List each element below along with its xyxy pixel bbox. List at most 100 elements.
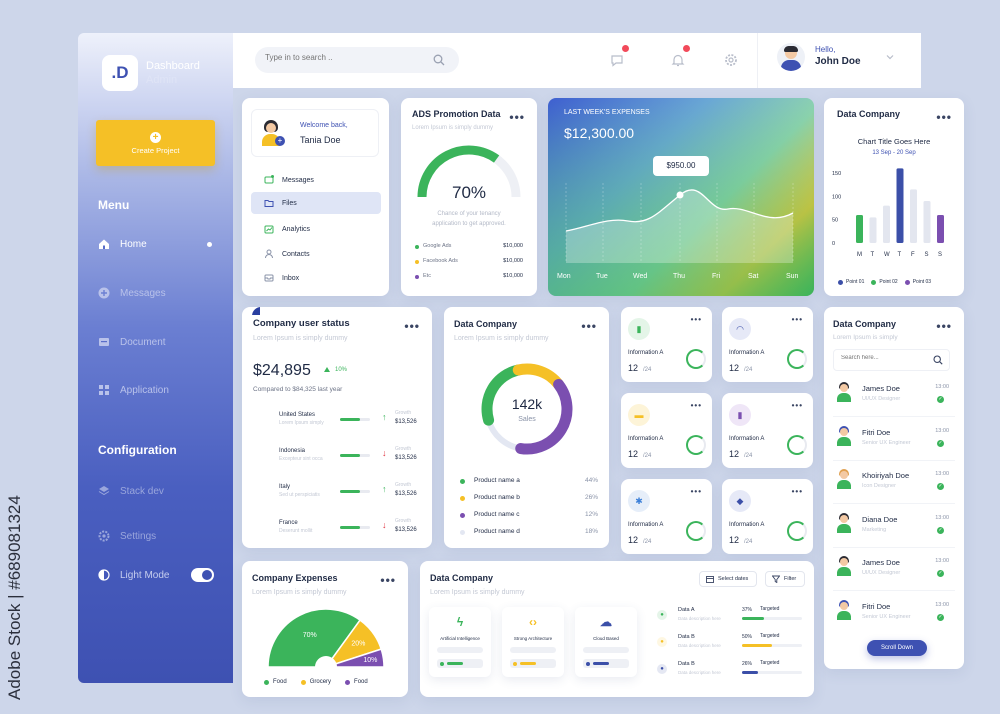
add-badge-icon[interactable]: + [275, 136, 285, 146]
y-tick-label: 0 [832, 241, 835, 247]
create-project-button[interactable]: + Create Project [96, 120, 215, 166]
divider [833, 459, 955, 461]
sidebar-item-document[interactable]: Document [98, 336, 166, 348]
bar[interactable] [856, 215, 863, 243]
more-options-icon[interactable]: ••• [509, 110, 525, 124]
sidebar-item-label: Settings [120, 530, 157, 542]
info-card[interactable]: ••• ▮ Information A 12/24 [722, 393, 813, 468]
sidebar-item-stack-dev[interactable]: Stack dev [98, 485, 164, 497]
gear-icon[interactable] [724, 53, 738, 67]
info-card[interactable]: ••• ▬ Information A 12/24 [621, 393, 712, 468]
more-options-icon[interactable]: ••• [936, 319, 952, 333]
profile-card: + Welcome back, Tania Doe Messages Files… [242, 98, 389, 296]
info-card[interactable]: ••• ▮ Information A 12/24 [621, 307, 712, 382]
pie-slice[interactable] [267, 608, 362, 668]
progress-ring [686, 349, 706, 369]
scroll-down-button[interactable]: Scroll Down [867, 640, 927, 656]
more-options-icon[interactable]: ••• [380, 573, 396, 587]
more-options-icon[interactable]: ••• [791, 401, 803, 410]
logo[interactable]: .D [102, 55, 138, 91]
donut-segment[interactable] [485, 417, 524, 452]
bell-icon[interactable] [671, 53, 685, 67]
legend-dot [460, 530, 465, 535]
nav-inbox[interactable]: Inbox [251, 268, 381, 288]
search-bar[interactable] [255, 47, 459, 73]
greeting: Hello, [815, 45, 836, 54]
more-options-icon[interactable]: ••• [690, 315, 702, 324]
more-options-icon[interactable]: ••• [791, 315, 803, 324]
more-options-icon[interactable]: ••• [936, 110, 952, 124]
more-options-icon[interactable]: ••• [581, 319, 597, 333]
bar[interactable] [910, 189, 917, 243]
more-options-icon[interactable]: ••• [690, 487, 702, 496]
select-dates-button[interactable]: Select dates [699, 571, 757, 587]
filter-button[interactable]: Filter [765, 571, 805, 587]
bar[interactable] [883, 205, 890, 243]
person-name: Fitri Doe [862, 601, 891, 611]
pie-slice[interactable] [325, 648, 385, 668]
feature-tile[interactable]: ☁ Cloud Based [575, 607, 637, 677]
donut-segment[interactable] [512, 363, 565, 390]
info-card[interactable]: ••• ✱ Information A 12/24 [621, 479, 712, 554]
person-time: 13:00 [935, 427, 949, 434]
avatar[interactable] [835, 512, 853, 533]
bar[interactable] [937, 215, 944, 243]
profile-avatar[interactable]: + [260, 120, 285, 146]
light-mode-toggle[interactable] [191, 568, 214, 582]
chevron-down-icon[interactable] [885, 52, 895, 62]
row-target: Targeted [760, 606, 780, 612]
bar[interactable] [896, 168, 904, 243]
avatar[interactable] [835, 556, 853, 576]
sidebar-item-light-mode[interactable]: Light Mode [98, 569, 169, 581]
sidebar-item-home[interactable]: Home [98, 238, 147, 250]
info-card[interactable]: ••• ◆ Information A 12/24 [722, 479, 813, 554]
person-time: 13:00 [935, 471, 949, 477]
bar[interactable] [869, 217, 877, 243]
user-avatar[interactable] [777, 43, 805, 71]
gauge-fill [417, 145, 500, 198]
more-options-icon[interactable]: ••• [690, 401, 702, 410]
nav-files[interactable]: Files [251, 192, 381, 214]
nav-messages[interactable]: Messages [251, 170, 381, 190]
topbar: Hello, John Doe [233, 33, 921, 88]
slice-label: 20% [351, 641, 365, 648]
watermark-text: Adobe Stock | #689081324 [5, 495, 24, 700]
gauge-percent: 70% [451, 183, 487, 202]
avatar[interactable] [835, 469, 853, 489]
bar[interactable] [923, 201, 931, 243]
search-icon[interactable] [433, 54, 445, 66]
info-label: Information A [628, 350, 664, 356]
avatar[interactable] [835, 425, 853, 446]
progress-bar [340, 526, 370, 529]
row-desc: Data description here [678, 616, 721, 621]
more-options-icon[interactable]: ••• [404, 319, 420, 333]
growth-value: $13,526 [395, 527, 417, 533]
avatar[interactable] [835, 599, 853, 620]
menu-heading: Menu [98, 198, 130, 212]
sidebar-item-label: Messages [120, 287, 166, 299]
search-icon[interactable] [933, 355, 943, 365]
donut-segment[interactable] [481, 364, 524, 426]
people-search[interactable] [833, 349, 950, 371]
sidebar-item-messages[interactable]: Messages [98, 287, 166, 299]
sidebar-item-settings[interactable]: Settings [98, 530, 156, 542]
legend-item: Point 03 [904, 279, 931, 285]
progress-ring [787, 349, 807, 369]
info-value: 12/24 [729, 363, 753, 373]
feature-tile[interactable]: ϟ Artificial Intelligence [429, 607, 491, 677]
row-name: Data B [678, 661, 695, 667]
sidebar-item-application[interactable]: Application [98, 384, 169, 396]
more-options-icon[interactable]: ••• [791, 487, 803, 496]
feature-tile[interactable]: ‹› Strong Architecture [502, 607, 564, 677]
info-value: 12/24 [628, 535, 652, 545]
x-tick-label: Thu [673, 273, 686, 280]
chat-icon[interactable] [610, 53, 624, 67]
info-card[interactable]: ••• ◠ Information A 12/24 [722, 307, 813, 382]
avatar[interactable] [835, 382, 853, 402]
nav-contacts[interactable]: Contacts [251, 244, 381, 264]
nav-analytics[interactable]: Analytics [251, 219, 381, 239]
x-tick-label: Mon [557, 273, 571, 280]
search-input[interactable] [265, 53, 425, 62]
donut-segment[interactable] [515, 378, 573, 455]
people-search-input[interactable] [841, 355, 926, 361]
